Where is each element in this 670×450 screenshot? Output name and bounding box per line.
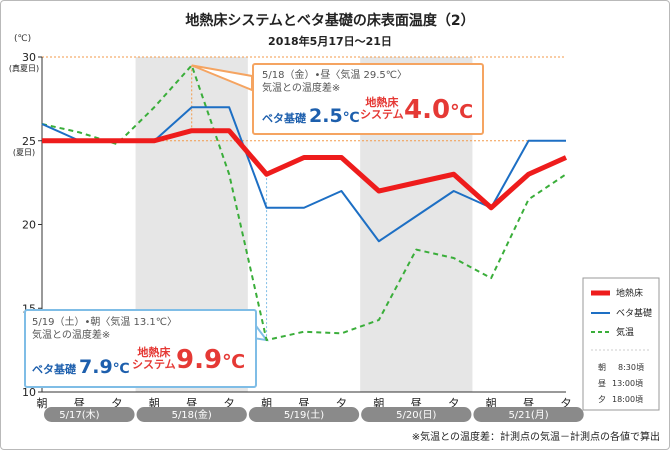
callout-top-line1: 5/18（金）•昼〈気温 29.5℃〉	[262, 70, 408, 81]
x-tick-label: 昼	[74, 397, 85, 410]
x-tick-label: 朝	[486, 397, 497, 410]
callout-top-floor-label-1: 地熱床	[365, 96, 399, 109]
x-tick-label: 朝	[37, 397, 48, 410]
day-pill	[473, 407, 584, 422]
y-unit-label: (℃)	[14, 34, 31, 44]
callout-bottom-line1: 5/19（土）•朝〈気温 13.1℃〉	[32, 317, 178, 328]
callout-bottom-line2: 気温との温度差※	[32, 330, 111, 341]
x-tick-label: 朝	[261, 397, 272, 410]
chart-subtitle: 2018年5月17日～21日	[268, 34, 392, 48]
x-tick-label: 昼	[299, 397, 310, 410]
y-tick-sublabel: (夏日)	[13, 148, 35, 157]
callout-top-beta-label: ベタ基礎	[262, 112, 306, 125]
x-tick-label: 昼	[523, 397, 534, 410]
legend-note-evening-time: 18:00頃	[612, 395, 643, 404]
callout-bottom-floor: 9.9 ℃	[172, 345, 245, 375]
footnote: ※気温との温度差：計測点の気温－計測点の各値で算出	[412, 430, 660, 443]
callout-bottom-floor-value: 9.9	[176, 345, 223, 375]
day-pill	[44, 407, 135, 422]
callout-top-floor-label-2: システム	[360, 108, 404, 121]
x-tick-label: 夕	[448, 397, 459, 410]
day-labels: 5/17(木) 5/18(金) 5/19(土) 5/20(日) 5/21(月)	[44, 407, 584, 422]
x-tick-label: 夕	[224, 397, 235, 410]
y-tick-label: 30	[22, 51, 36, 64]
callout-5-18-noon: 5/18（金）•昼〈気温 29.5℃〉 気温との温度差※ ベタ基礎 2.5 ℃ …	[252, 63, 484, 135]
callout-bottom-floor-label-2: システム	[132, 358, 176, 371]
legend-note-morning-time: 8:30頃	[618, 363, 644, 372]
y-tick-sublabel: (真夏日)	[9, 63, 39, 73]
callout-5-19-morning: 5/19（土）•朝〈気温 13.1℃〉 気温との温度差※ ベタ基礎 7.9 ℃ …	[24, 309, 257, 388]
y-tick-labels: 10152025(夏日)30(真夏日)	[9, 51, 42, 399]
day-pill	[248, 407, 360, 422]
day-label: 5/17(木)	[59, 409, 99, 421]
callout-bottom-floor-label-1: 地熱床	[137, 346, 171, 359]
day-pill	[361, 407, 472, 422]
callout-top-floor-unit: ℃	[450, 101, 474, 123]
callout-bottom-beta: ベタ基礎 7.9 ℃	[32, 356, 130, 378]
legend-floor-label: 地熱床	[616, 287, 643, 299]
legend-beta-label: ベタ基礎	[616, 307, 652, 319]
chart-title: 地熱床システムとベタ基礎の床表面温度（2）	[185, 12, 474, 29]
day-label: 5/21(月)	[508, 409, 548, 421]
callout-top-floor-label: 地熱床 システム	[360, 97, 404, 121]
callout-top-beta-value: 2.5	[309, 105, 343, 127]
legend-air-label: 気温	[616, 326, 634, 338]
legend-box	[582, 277, 660, 411]
day-label: 5/19(土)	[284, 408, 324, 421]
x-tick-label: 朝	[373, 397, 384, 410]
legend-note-morning-label: 朝	[598, 363, 606, 372]
x-tick-label: 昼	[411, 397, 422, 410]
y-tick-label: 10	[22, 386, 36, 399]
x-tick-label: 朝	[149, 397, 160, 410]
x-tick-labels: 朝昼夕朝昼夕朝昼夕朝昼夕朝昼夕	[37, 397, 572, 410]
series-lines	[41, 64, 568, 342]
callout-top-beta: ベタ基礎 2.5 ℃	[262, 105, 360, 127]
reference-lines	[42, 56, 566, 142]
callout-top-floor: 4.0 ℃	[400, 95, 473, 125]
day-label: 5/18(金)	[172, 408, 212, 421]
callout-bottom-beta-value: 7.9	[79, 356, 113, 378]
series-floor-line	[42, 128, 568, 211]
series-air-line	[41, 64, 567, 342]
legend-note-noon-time: 13:00頃	[612, 379, 643, 388]
y-tick-label: 20	[22, 219, 36, 232]
callout-bottom-floor-unit: ℃	[222, 351, 246, 373]
x-tick-label: 昼	[186, 397, 197, 410]
callout-bottom-floor-label: 地熱床 システム	[132, 347, 176, 371]
day-label: 5/20(日)	[396, 410, 436, 421]
y-tick-label: 25	[22, 135, 36, 148]
x-tick-label: 夕	[336, 397, 347, 410]
callout-top-floor-value: 4.0	[404, 95, 451, 125]
callout-top-line2: 気温との温度差※	[262, 83, 341, 94]
x-tick-label: 夕	[111, 397, 122, 410]
legend-note-evening-label: 夕	[598, 394, 606, 404]
x-tick-label: 夕	[561, 397, 572, 410]
callout-top-beta-unit: ℃	[342, 110, 360, 126]
callout-bottom-beta-label: ベタ基礎	[32, 363, 76, 376]
legend-note-noon-label: 昼	[598, 379, 606, 388]
day-pill	[136, 407, 247, 422]
callout-bottom-beta-unit: ℃	[112, 361, 130, 377]
